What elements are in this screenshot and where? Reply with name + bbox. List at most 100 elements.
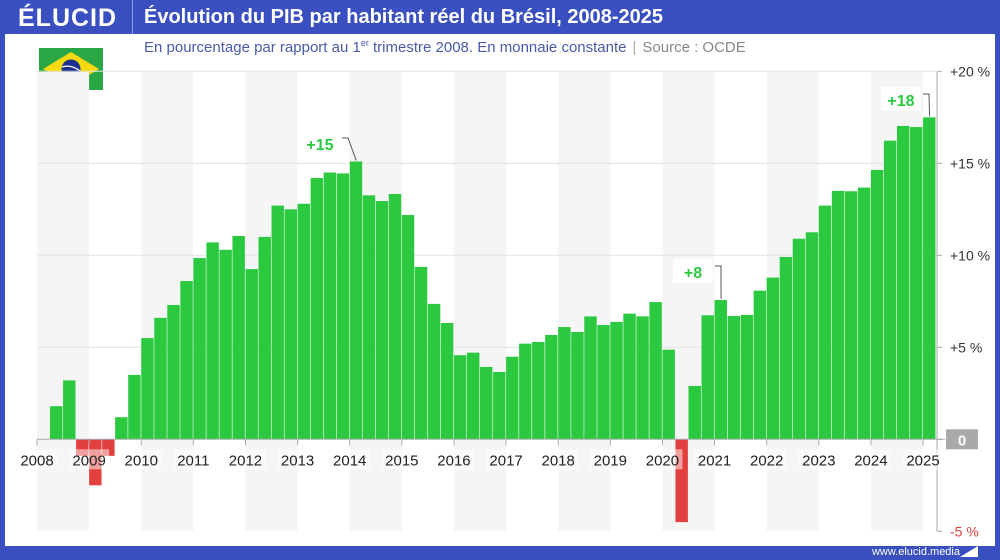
annotation-bg — [881, 87, 921, 111]
x-label-bg — [381, 449, 422, 470]
x-tick-label: 2012 — [229, 452, 262, 469]
x-tick-label: 2020 — [646, 452, 679, 469]
x-label-bg — [590, 449, 631, 470]
bar — [649, 302, 662, 440]
bar — [219, 249, 232, 440]
x-tick-label: 2009 — [72, 452, 105, 469]
bar — [844, 191, 858, 440]
x-tick-label: 2008 — [20, 452, 53, 469]
bar — [480, 366, 493, 440]
x-tick-label: 2022 — [750, 452, 783, 469]
bar — [714, 300, 727, 440]
bar — [115, 417, 128, 440]
bar — [63, 380, 76, 440]
annotation-label: +15 — [306, 137, 333, 154]
bar — [766, 277, 780, 440]
x-tick-label: 2025 — [906, 452, 939, 469]
bar — [805, 232, 819, 440]
x-tick-label: 2016 — [437, 452, 470, 469]
x-tick-label: 2018 — [542, 452, 575, 469]
subtitle-text: En pourcentage par rapport au 1 — [144, 39, 361, 56]
bar — [740, 314, 754, 440]
subtitle-separator: | — [632, 39, 637, 56]
bar — [688, 385, 701, 440]
annotation-bg — [300, 131, 340, 155]
bar — [896, 125, 910, 440]
x-label-bg — [746, 449, 787, 470]
y-tick-label: +10 % — [950, 247, 990, 263]
bar — [375, 201, 389, 440]
footer-url[interactable]: www.elucid.media — [871, 546, 960, 558]
bar — [362, 195, 376, 440]
bar — [297, 203, 311, 440]
subtitle-superscript: er — [360, 38, 369, 48]
bar — [506, 356, 519, 440]
x-label-bg — [329, 449, 370, 470]
x-label-bg — [277, 449, 318, 470]
y-tick-label: +20 % — [950, 63, 990, 79]
bar — [923, 117, 936, 440]
bar — [271, 205, 284, 440]
annotation-leader — [923, 93, 931, 117]
bar — [336, 173, 350, 440]
bar — [427, 303, 441, 440]
x-label-bg — [538, 449, 579, 470]
x-tick-label: 2011 — [177, 452, 209, 469]
bar — [493, 371, 506, 440]
bar — [128, 374, 141, 440]
chart-title: Évolution du PIB par habitant réel du Br… — [144, 6, 664, 28]
bar — [388, 194, 402, 440]
annotation-leader — [342, 137, 357, 161]
x-tick-label: 2010 — [125, 452, 158, 469]
bar — [193, 258, 206, 440]
bar — [141, 338, 154, 440]
y-tick-label: +15 % — [950, 155, 990, 171]
x-tick-label: 2024 — [854, 452, 887, 469]
x-tick-label: 2021 — [698, 452, 731, 469]
bar — [245, 269, 258, 440]
bar — [636, 316, 649, 440]
bar — [701, 315, 714, 440]
x-label-bg — [486, 449, 527, 470]
x-tick-label: 2017 — [489, 452, 522, 469]
bar — [857, 187, 871, 440]
zero-label-bg — [946, 429, 978, 450]
x-tick-label: 2023 — [802, 452, 835, 469]
bar — [258, 236, 271, 440]
chart-subtitle: En pourcentage par rapport au 1er trimes… — [144, 38, 746, 56]
bar — [910, 127, 923, 440]
annotation-leader — [715, 265, 722, 300]
y-tick-label: +5 % — [950, 339, 982, 355]
x-label-bg — [173, 449, 214, 470]
bar — [167, 304, 180, 440]
y-tick-label: 0 — [958, 432, 966, 449]
bar — [453, 355, 467, 440]
bar — [519, 343, 532, 440]
bar — [401, 215, 415, 440]
bar — [206, 242, 219, 440]
annotation-label: +8 — [684, 265, 702, 282]
bar — [792, 238, 806, 440]
x-tick-label: 2014 — [333, 452, 366, 469]
bar — [532, 341, 545, 440]
bar — [154, 317, 167, 440]
bar — [414, 266, 428, 440]
bar — [323, 172, 337, 440]
bar — [466, 352, 480, 440]
header-bar: ÉLUCID Évolution du PIB par habitant rée… — [0, 0, 1000, 34]
bar — [883, 140, 897, 440]
bar — [727, 316, 741, 440]
x-label-bg — [17, 449, 57, 470]
x-label-bg — [694, 449, 735, 470]
bar — [440, 323, 454, 440]
x-label-bg — [225, 449, 266, 470]
bar — [232, 235, 245, 440]
annotation-label: +18 — [887, 93, 914, 110]
header-divider — [132, 0, 133, 34]
source-label: Source : OCDE — [642, 39, 746, 56]
bar — [662, 349, 675, 440]
y-tick-label: -5 % — [950, 523, 979, 539]
bar — [753, 290, 767, 440]
x-label-bg — [69, 449, 110, 470]
bar — [284, 209, 297, 440]
